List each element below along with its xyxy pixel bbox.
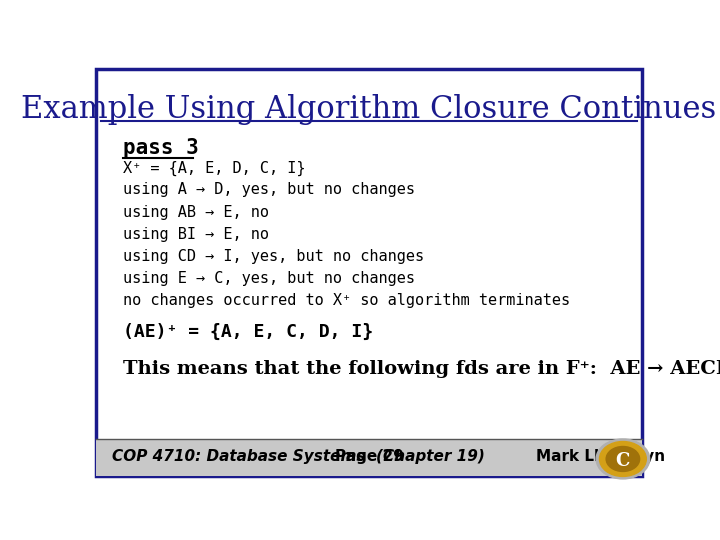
Circle shape [600,442,647,476]
Text: using A → D, yes, but no changes: using A → D, yes, but no changes [124,183,415,198]
Text: pass 3: pass 3 [124,138,199,158]
Circle shape [596,439,649,479]
FancyBboxPatch shape [96,439,642,476]
Text: This means that the following fds are in F⁺:  AE → AECDI: This means that the following fds are in… [124,360,720,379]
Text: (AE)⁺ = {A, E, C, D, I}: (AE)⁺ = {A, E, C, D, I} [124,323,374,341]
Text: Example Using Algorithm Closure Continues: Example Using Algorithm Closure Continue… [22,94,716,125]
Circle shape [606,447,639,471]
Text: using CD → I, yes, but no changes: using CD → I, yes, but no changes [124,248,425,264]
Text: COP 4710: Database Systems  (Chapter 19): COP 4710: Database Systems (Chapter 19) [112,449,485,464]
Text: no changes occurred to X⁺ so algorithm terminates: no changes occurred to X⁺ so algorithm t… [124,293,571,308]
Text: Mark Llewellyn: Mark Llewellyn [536,449,665,464]
Text: Page 29: Page 29 [335,449,403,464]
Text: using E → C, yes, but no changes: using E → C, yes, but no changes [124,271,415,286]
Text: X⁺ = {A, E, D, C, I}: X⁺ = {A, E, D, C, I} [124,160,306,176]
Text: C: C [616,451,630,470]
Text: using BI → E, no: using BI → E, no [124,227,269,241]
Text: using AB → E, no: using AB → E, no [124,205,269,219]
FancyBboxPatch shape [96,69,642,476]
